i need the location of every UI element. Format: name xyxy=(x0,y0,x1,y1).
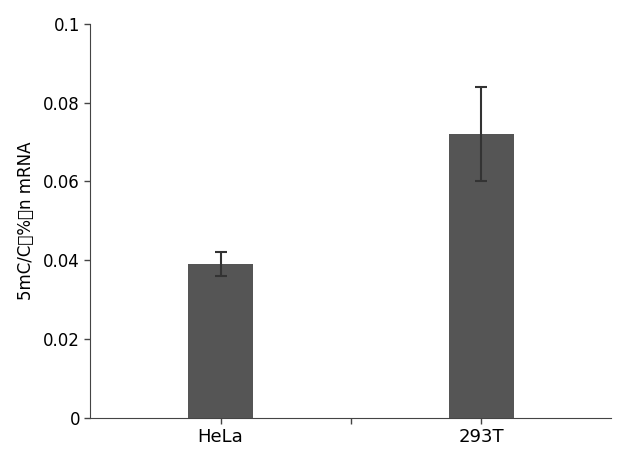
Y-axis label: 5mC/C（%）n mRNA: 5mC/C（%）n mRNA xyxy=(17,142,35,300)
Bar xyxy=(448,134,514,418)
Bar xyxy=(188,264,253,418)
